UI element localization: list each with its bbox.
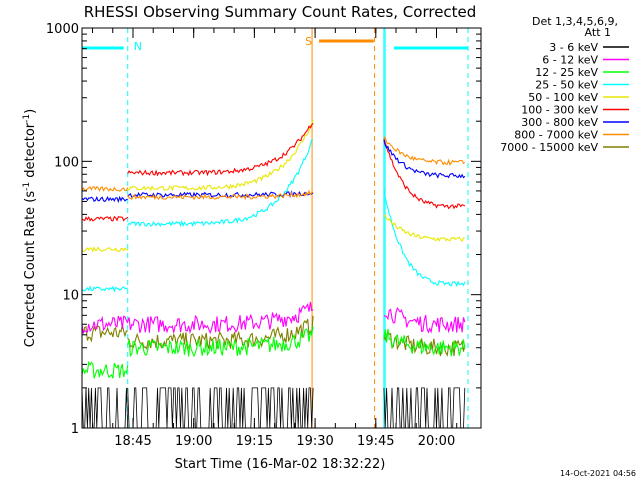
legend-header: Att 1 bbox=[585, 26, 611, 39]
x-tick-label: 20:00 bbox=[418, 434, 455, 449]
legend-label: 100 - 300 keV bbox=[521, 104, 598, 117]
legend-label: 12 - 25 keV bbox=[535, 66, 598, 79]
y-tick-label: 1 bbox=[71, 422, 79, 437]
series-line-2 bbox=[81, 326, 466, 379]
y-axis-label-end: ) bbox=[23, 109, 38, 114]
y-axis-label-mid: detector bbox=[23, 122, 38, 182]
x-tick-label: 19:45 bbox=[357, 434, 394, 449]
y-tick-label: 10 bbox=[62, 289, 79, 304]
axes: 18:45 19:00 19:15 19:30 19:45 20:00 1 10 100 1000 bbox=[46, 22, 482, 449]
series-line-1 bbox=[81, 301, 466, 335]
annotation-n: N bbox=[134, 40, 142, 53]
footer-timestamp: 14-Oct-2021 04:56 bbox=[560, 469, 636, 478]
x-axis-label: Start Time (16-Mar-02 18:32:22) bbox=[175, 457, 386, 472]
series-line-5 bbox=[81, 122, 466, 222]
legend-label: 6 - 12 keV bbox=[542, 54, 598, 67]
series-line-4 bbox=[81, 119, 466, 253]
x-tick-label: 19:00 bbox=[175, 434, 212, 449]
annotation-s: S bbox=[305, 35, 312, 48]
legend-label: 50 - 100 keV bbox=[528, 91, 598, 104]
legend-label: 800 - 7000 keV bbox=[514, 129, 598, 142]
x-tick-label: 19:30 bbox=[296, 434, 333, 449]
y-axis-label-sup2: -1 bbox=[22, 114, 32, 123]
x-tick-label: 19:15 bbox=[236, 434, 273, 449]
x-tick-label: 18:45 bbox=[114, 434, 151, 449]
legend-label: 7000 - 15000 keV bbox=[500, 141, 598, 154]
legend-header: Det 1,3,4,5,6,9, bbox=[532, 15, 618, 28]
y-tick-label: 100 bbox=[54, 155, 79, 170]
y-tick-label: 1000 bbox=[46, 22, 79, 37]
legend-label: 300 - 800 keV bbox=[521, 116, 598, 129]
y-axis-label-main: Corrected Count Rate (s bbox=[23, 191, 38, 348]
y-axis-label-sup1: -1 bbox=[22, 182, 32, 191]
series-line-7 bbox=[81, 136, 466, 201]
y-axis-label: Corrected Count Rate (s-1 detector-1) bbox=[22, 109, 38, 347]
legend-label: 25 - 50 keV bbox=[535, 79, 598, 92]
chart-title: RHESSI Observing Summary Count Rates, Co… bbox=[84, 3, 477, 21]
legend-label: 3 - 6 keV bbox=[549, 41, 598, 54]
plot-frame bbox=[81, 27, 482, 429]
